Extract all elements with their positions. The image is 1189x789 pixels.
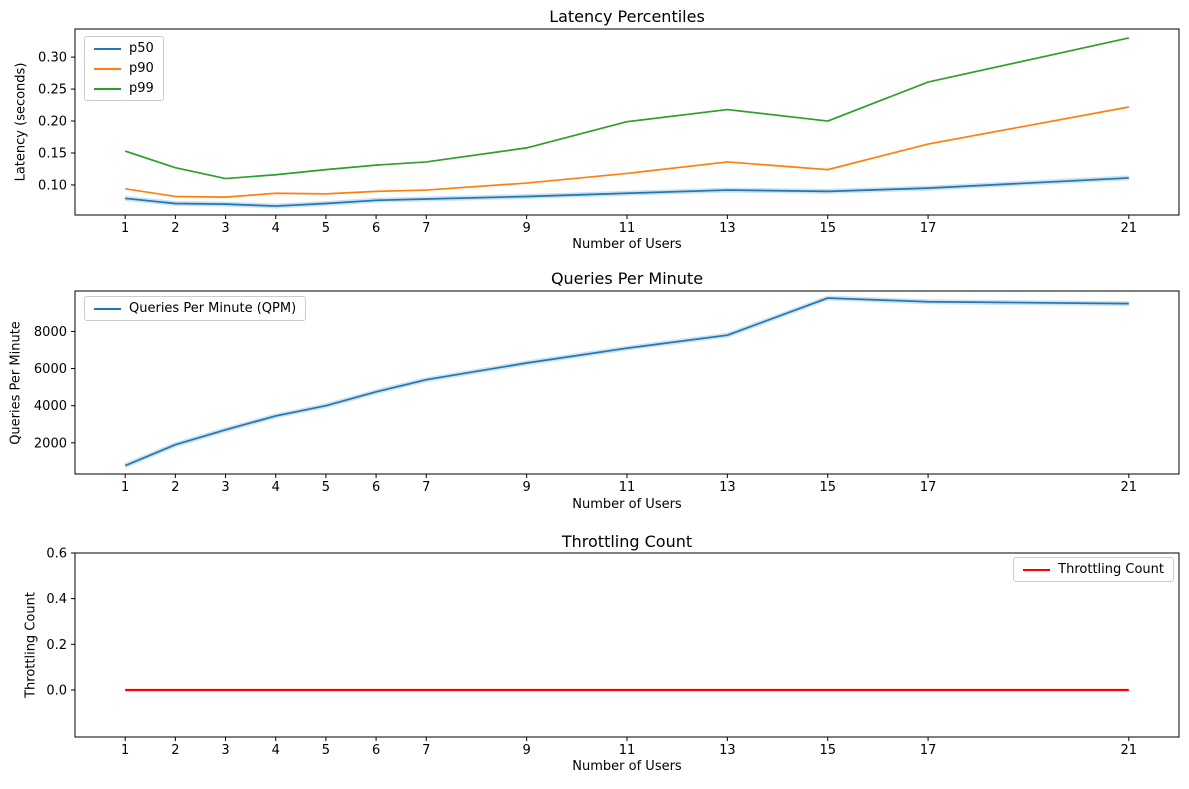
axes-frame — [74, 290, 1180, 475]
legend-label: Queries Per Minute (QPM) — [129, 301, 297, 316]
x-tick-label: 21 — [1121, 743, 1138, 758]
x-tick-label: 2 — [171, 221, 179, 236]
series-band-Queries Per Minute (QPM) — [124, 295, 1129, 468]
legend-latency: p50 p90 p99 — [84, 36, 164, 101]
x-tick-label: 4 — [272, 480, 280, 495]
y-tick-label: 0.25 — [38, 83, 67, 98]
x-axis-label-throttling: Number of Users — [572, 759, 682, 774]
y-tick-label: 0.10 — [38, 178, 67, 193]
y-tick-label: 0.30 — [38, 51, 67, 66]
x-tick-label: 1 — [121, 743, 129, 758]
legend-line-swatch-icon — [94, 307, 121, 310]
y-tick-label: 8000 — [34, 325, 67, 340]
series-line-p90 — [125, 106, 1129, 198]
axes-frame — [74, 28, 1180, 216]
x-tick-label: 17 — [920, 743, 937, 758]
x-tick-label: 3 — [221, 743, 229, 758]
y-axis-label-latency: Latency (seconds) — [13, 62, 29, 182]
x-tick-label: 7 — [422, 743, 430, 758]
legend-label: Throttling Count — [1058, 562, 1164, 577]
x-tick-label: 4 — [272, 221, 280, 236]
x-tick-label: 15 — [819, 480, 836, 495]
x-tick-label: 13 — [719, 221, 736, 236]
series-line-Queries Per Minute (QPM) — [124, 297, 1129, 467]
legend-line-swatch-icon — [94, 67, 121, 70]
x-tick-label: 6 — [372, 743, 380, 758]
legend-label: p90 — [129, 61, 154, 76]
legend-line-swatch-icon — [94, 87, 121, 90]
x-tick-label: 6 — [372, 480, 380, 495]
legend-line-swatch-icon — [1023, 568, 1051, 571]
x-axis-label-qpm: Number of Users — [572, 497, 682, 512]
legend-throttling: Throttling Count — [1013, 557, 1174, 582]
y-tick-label: 2000 — [34, 436, 67, 451]
legend-line-swatch-icon — [94, 47, 121, 50]
legend-item: Throttling Count — [1023, 562, 1164, 577]
x-tick-label: 21 — [1121, 480, 1138, 495]
y-tick-label: 0.4 — [46, 592, 67, 607]
x-tick-label: 1 — [121, 221, 129, 236]
y-tick-label: 0.0 — [46, 683, 67, 698]
x-tick-label: 11 — [619, 221, 636, 236]
x-tick-label: 4 — [272, 743, 280, 758]
y-tick-label: 0.15 — [38, 147, 67, 162]
x-tick-label: 9 — [522, 480, 530, 495]
x-tick-label: 21 — [1121, 221, 1138, 236]
axes-frame — [74, 552, 1180, 738]
x-tick-label: 17 — [920, 480, 937, 495]
y-axis-label-qpm: Queries Per Minute — [8, 321, 24, 445]
x-tick-label: 3 — [221, 221, 229, 236]
y-tick-label: 4000 — [34, 399, 67, 414]
x-tick-label: 9 — [522, 221, 530, 236]
x-tick-label: 11 — [619, 480, 636, 495]
legend-item: p90 — [94, 61, 154, 76]
x-tick-label: 3 — [221, 480, 229, 495]
legend-label: p50 — [129, 41, 154, 56]
legend-label: p99 — [129, 81, 154, 96]
x-tick-label: 7 — [422, 221, 430, 236]
y-tick-label: 0.6 — [46, 547, 67, 562]
x-tick-label: 15 — [819, 743, 836, 758]
series-band-p50 — [124, 175, 1129, 209]
chart-title-throttling: Throttling Count — [561, 532, 693, 551]
series-line-p99 — [124, 37, 1130, 180]
legend-item: p50 — [94, 41, 154, 56]
x-axis-label-latency: Number of Users — [572, 237, 682, 252]
x-tick-label: 2 — [171, 743, 179, 758]
legend-item: p99 — [94, 81, 154, 96]
x-tick-label: 6 — [372, 221, 380, 236]
x-tick-label: 5 — [322, 743, 330, 758]
legend-qpm: Queries Per Minute (QPM) — [84, 296, 307, 321]
x-tick-label: 5 — [322, 221, 330, 236]
legend-item: Queries Per Minute (QPM) — [94, 301, 296, 316]
x-tick-label: 1 — [121, 480, 129, 495]
x-tick-label: 11 — [619, 743, 636, 758]
y-axis-label-throttling: Throttling Count — [23, 592, 39, 698]
x-tick-label: 13 — [719, 743, 736, 758]
x-tick-label: 17 — [920, 221, 937, 236]
y-tick-label: 0.2 — [46, 638, 67, 653]
series-line-p50 — [125, 177, 1129, 207]
chart-title-latency: Latency Percentiles — [549, 7, 705, 26]
x-tick-label: 2 — [171, 480, 179, 495]
x-tick-label: 15 — [819, 221, 836, 236]
y-tick-label: 6000 — [34, 362, 67, 377]
x-tick-label: 9 — [522, 743, 530, 758]
x-tick-label: 7 — [422, 480, 430, 495]
x-tick-label: 13 — [719, 480, 736, 495]
y-tick-label: 0.20 — [38, 115, 67, 130]
chart-title-qpm: Queries Per Minute — [550, 269, 704, 288]
x-tick-label: 5 — [322, 480, 330, 495]
